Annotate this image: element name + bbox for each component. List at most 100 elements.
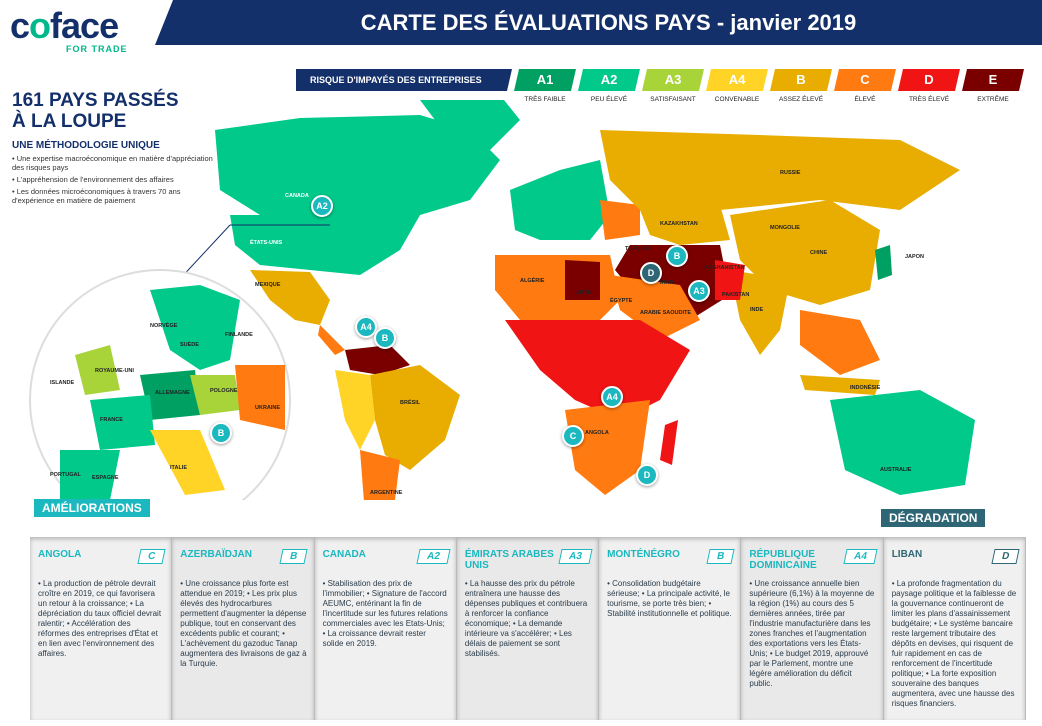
map-country-label: INDE: [750, 307, 764, 313]
legend-swatch: C: [834, 69, 896, 91]
region-libya: [565, 260, 600, 300]
risk-legend: RISQUE D'IMPAYÉS DES ENTREPRISES A1 TRÈS …: [296, 69, 1024, 103]
inset-ukraine: [235, 365, 285, 430]
panel-country: MONTÉNÉGRO: [607, 549, 680, 560]
panel-country: AZERBAÏDJAN: [180, 549, 252, 560]
inset-germany: [140, 370, 200, 420]
country-panel: RÉPUBLIQUE DOMINICAINE A4 • Une croissance…: [741, 537, 884, 720]
map-country-label: ÉGYPTE: [610, 298, 633, 304]
map-country-label: POLOGNE: [210, 388, 238, 394]
inset-italy: [150, 430, 225, 495]
inset-poland: [190, 375, 240, 415]
intro-bullet: • L'appréhension de l'environnement des …: [12, 175, 174, 184]
panel-text: • Stabilisation des prix de l'immobilier…: [322, 579, 448, 648]
country-panel: LIBAN D • La profonde fragmentation du pay…: [883, 537, 1026, 720]
map-country-label: INDONÉSIE: [850, 385, 881, 391]
legend-desc: TRÈS ÉLEVÉ: [908, 96, 950, 103]
map-country-label: SUÈDE: [180, 342, 199, 348]
logo-tagline: FOR TRADE: [66, 44, 128, 54]
rating-change-badge: B: [666, 245, 688, 267]
panel-text: • Une croissance plus forte est attendue…: [180, 579, 307, 668]
country-panel: ANGOLA C • La production de pétrole devrai…: [30, 537, 173, 720]
map-country-label: ALGÉRIE: [520, 278, 545, 284]
panel-rating: A3: [558, 549, 593, 564]
coface-logo: coface FOR TRADE: [10, 5, 140, 55]
legend-swatch: E: [962, 69, 1024, 91]
intro-block: 161 PAYS PASSÉS À LA LOUPE UNE MÉTHODOLO…: [12, 90, 222, 205]
map-country-label: TURQUIE: [625, 246, 650, 252]
panel-country: ANGOLA: [38, 549, 82, 560]
region-indonesia: [800, 375, 880, 395]
region-mexico: [250, 270, 330, 325]
country-panel: ÉMIRATS ARABES UNIS A3 • La hausse des pri…: [456, 537, 600, 720]
map-country-label: ARGENTINE: [370, 490, 403, 496]
panel-rating: B: [706, 549, 736, 564]
region-sea: [800, 310, 880, 375]
legend-desc: SATISFAISANT: [650, 96, 696, 103]
intro-title-1: 161 PAYS PASSÉS: [12, 90, 179, 111]
region-central-america: [318, 325, 345, 355]
map-country-label: ISLANDE: [50, 380, 75, 386]
legend-swatch: B: [770, 69, 832, 91]
legend-item-a3: A3 SATISFAISANT: [642, 69, 704, 103]
legend-item-e: E EXTRÊME: [962, 69, 1024, 103]
map-country-label: BRÉSIL: [400, 400, 421, 406]
map-country-label: IRAN: [660, 280, 674, 286]
panel-text: • Consolidation budgétaire sérieuse; • L…: [607, 579, 732, 618]
map-country-label: RUSSIE: [780, 170, 801, 176]
intro-bullet: • Une expertise macroéconomique en matiè…: [12, 154, 213, 172]
rating-change-badge: C: [562, 425, 584, 447]
map-country-label: ANGOLA: [585, 430, 609, 436]
panel-country: CANADA: [322, 549, 366, 560]
panel-text: • La production de pétrole devrait croît…: [38, 579, 162, 658]
region-canada: [215, 115, 500, 225]
legend-item-a1: A1 TRÈS FAIBLE: [514, 69, 576, 103]
region-australia: [830, 390, 975, 495]
rating-change-badge: D: [640, 262, 662, 284]
country-panel: CANADA A2 • Stabilisation des prix de l'im…: [314, 537, 457, 720]
legend-label: RISQUE D'IMPAYÉS DES ENTREPRISES: [296, 69, 512, 91]
region-europe: [510, 160, 610, 240]
improvements-callout: AMÉLIORATIONS: [34, 499, 150, 517]
intro-bullet: • Les données microéconomiques à travers…: [12, 187, 181, 205]
panel-rating: B: [279, 549, 309, 564]
map-country-label: JAPON: [905, 254, 924, 260]
region-pakistan: [715, 260, 745, 300]
legend-desc: ASSEZ ÉLEVÉ: [778, 96, 824, 103]
region-north-africa: [495, 255, 620, 320]
rating-change-badge: A3: [688, 280, 710, 302]
region-brazil: [370, 365, 460, 470]
panel-rating: A2: [416, 549, 451, 564]
legend-item-d: D TRÈS ÉLEVÉ: [898, 69, 960, 103]
region-japan: [875, 245, 892, 280]
map-country-label: PORTUGAL: [50, 472, 81, 478]
region-arabia: [610, 275, 700, 340]
country-panel: AZERBAÏDJAN B • Une croissance plus forte …: [172, 537, 315, 720]
map-country-label: FRANCE: [100, 417, 123, 423]
legend-desc: ÉLEVÉ: [854, 96, 876, 103]
region-kazakhstan: [640, 205, 730, 245]
panel-text: • La hausse des prix du pétrole entraîne…: [464, 579, 588, 658]
map-country-label: ARABIE SAOUDITE: [640, 310, 692, 316]
inset-spain: [60, 450, 120, 500]
region-india: [730, 270, 790, 355]
country-panels: ANGOLA C • La production de pétrole devrai…: [30, 537, 1026, 720]
rating-change-badge: D: [636, 464, 658, 486]
region-madagascar: [660, 420, 678, 465]
rating-change-badge: A4: [355, 316, 377, 338]
rating-change-badge: B: [210, 422, 232, 444]
map-country-label: CANADA: [285, 193, 309, 199]
legend-item-c: C ÉLEVÉ: [834, 69, 896, 103]
inset-france: [90, 395, 155, 450]
legend-item-b: B ASSEZ ÉLEVÉ: [770, 69, 832, 103]
region-central-africa: [505, 320, 690, 420]
panel-country: LIBAN: [891, 549, 923, 560]
panel-rating: C: [137, 549, 166, 564]
rating-change-badge: B: [374, 327, 396, 349]
panel-country: RÉPUBLIQUE DOMINICAINE: [749, 549, 817, 571]
panel-rating: A4: [843, 549, 878, 564]
region-usa: [230, 215, 420, 275]
logo-brand: coface: [10, 5, 119, 46]
map-country-label: CHINE: [810, 250, 828, 256]
legend-desc: PEU ÉLEVÉ: [590, 96, 628, 103]
